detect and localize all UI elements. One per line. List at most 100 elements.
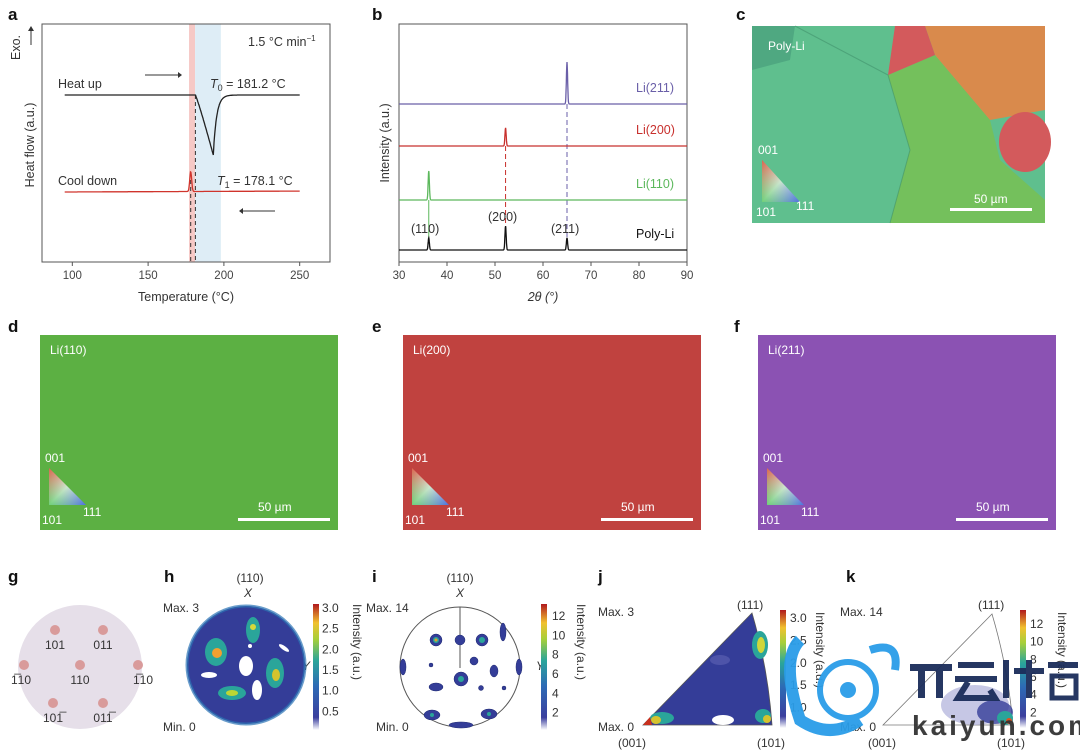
panel-h: h (110) X Y Max. 3 Min. 0 3.0 2.5 2.0 1.5 1.… xyxy=(163,567,364,734)
colorbar-tick-label: 10 xyxy=(552,628,566,642)
watermark-logo: kaiyun.com xyxy=(784,635,1080,741)
x-tick-label: 100 xyxy=(63,270,82,282)
max-label: Max. 3 xyxy=(163,601,199,615)
max-label: Max. 14 xyxy=(840,605,883,619)
svg-text:111: 111 xyxy=(796,199,815,213)
ebsd-map xyxy=(758,335,1056,530)
heating-rate-label: 1.5 °C min−1 xyxy=(248,34,316,49)
exo-label: Exo. xyxy=(9,35,23,60)
scale-bar xyxy=(950,208,1032,211)
axis-x-label: X xyxy=(243,586,253,600)
colorbar-tick-label: 8 xyxy=(1030,652,1037,666)
peak-label-211: (211) xyxy=(551,222,579,236)
panel-label: g xyxy=(8,567,18,586)
corner-101: (101) xyxy=(757,736,785,750)
colorbar-tick-label: 4 xyxy=(552,686,559,700)
corner-101: (101) xyxy=(997,736,1025,750)
pole-dot xyxy=(48,698,58,708)
colorbar-tick-label: 6 xyxy=(1030,670,1037,684)
panel-a: a 100 150 200 250 1.5 °C min−1 Heat up Cool… xyxy=(8,5,331,304)
panel-f: f Li(211) 001 101 111 50 µm xyxy=(734,317,1056,530)
colorbar-title: Intensity (a.u.) xyxy=(1055,612,1069,688)
colorbar-tick-label: 1.5 xyxy=(322,663,339,677)
x-tick-label: 150 xyxy=(139,270,158,282)
pole-dot xyxy=(75,660,85,670)
pole-label: 011 xyxy=(93,638,112,652)
corner-001: (001) xyxy=(868,736,896,750)
colorbar-tick-label: 1.0 xyxy=(322,684,339,698)
corner-111: (111) xyxy=(978,598,1004,612)
scale-label: 50 µm xyxy=(976,500,1010,514)
corner-001: (001) xyxy=(618,736,646,750)
colorbar-tick-label: 12 xyxy=(1030,617,1044,631)
ebsd-map xyxy=(403,335,701,530)
map-title: Li(200) xyxy=(413,343,450,357)
x-tick-label: 200 xyxy=(214,270,233,282)
map-title: Li(211) xyxy=(768,343,804,357)
plot-frame xyxy=(41,23,331,263)
min-label: Min. 0 xyxy=(163,720,196,734)
panel-label: f xyxy=(734,317,740,336)
x-tick-label: 90 xyxy=(681,270,694,282)
panel-g: g 101 011 1̅10 110 1̅10 101̅ 011̅ xyxy=(8,567,153,729)
pole-dot xyxy=(50,625,60,635)
peak-label-200: (200) xyxy=(488,210,517,224)
colorbar-tick-label: 12 xyxy=(552,609,566,623)
series-li211 xyxy=(399,61,687,105)
min-label: Min. 0 xyxy=(376,720,409,734)
pole-dot xyxy=(98,698,108,708)
brand-en: kaiyun.com xyxy=(912,710,1080,741)
colorbar-tick-label: 2.5 xyxy=(322,622,339,636)
scale-label: 50 µm xyxy=(974,192,1008,206)
series-label: Poly-Li xyxy=(636,227,674,241)
legend-001: 001 xyxy=(45,451,65,465)
colorbar-tick-label: 10 xyxy=(1030,635,1044,649)
legend-001: 001 xyxy=(763,451,783,465)
panel-label: k xyxy=(846,567,856,586)
x-axis-title: Temperature (°C) xyxy=(138,290,234,304)
exo-arrow-icon xyxy=(28,26,34,45)
pole-dot xyxy=(98,625,108,635)
series-li110 xyxy=(399,170,687,201)
pole-label: (110) xyxy=(236,571,263,585)
panel-label: c xyxy=(736,5,745,24)
t0-label: T0 = 181.2 °C xyxy=(210,77,286,93)
panel-label: h xyxy=(164,567,174,586)
pole-label: 1̅10 xyxy=(133,673,153,687)
pole-label: 110 xyxy=(70,673,89,687)
colorbar-tick-label: 4 xyxy=(1030,688,1037,702)
panel-b: b Li(211) Li(200) Li(110) Poly-Li 30 40 50 60 7… xyxy=(372,5,693,304)
colorbar xyxy=(541,604,547,730)
x-axis-title: 2θ (°) xyxy=(527,290,559,304)
arrow-right-icon xyxy=(145,72,182,78)
legend-111: 111 xyxy=(446,505,465,519)
pole-label: 011̅ xyxy=(93,711,116,725)
legend-101: 101 xyxy=(405,513,425,527)
corner-111: (111) xyxy=(737,598,763,612)
colorbar-tick-label: 2 xyxy=(1030,705,1037,719)
map-title: Li(110) xyxy=(50,343,86,357)
series-label: Li(200) xyxy=(636,123,675,137)
legend-111: 111 xyxy=(801,505,820,519)
series-li200 xyxy=(399,127,687,147)
scale-label: 50 µm xyxy=(621,500,655,514)
x-tick-label: 80 xyxy=(633,270,646,282)
colorbar-tick-label: 0.5 xyxy=(322,704,339,718)
ebsd-map xyxy=(40,335,338,530)
ipf-legend-triangle-overlay xyxy=(412,468,449,505)
ipf-legend-triangle-overlay xyxy=(767,468,804,505)
colorbar-tick-label: 6 xyxy=(552,667,559,681)
t1-label: T1 = 178.1 °C xyxy=(217,174,293,190)
ebsd-map-poly-li xyxy=(752,25,1051,224)
panel-d: d Li(110) 001 101 111 50 µm xyxy=(8,317,338,530)
pole-label: 101̅ xyxy=(43,711,67,725)
min-label: Max. 0 xyxy=(598,720,634,734)
series-poly-li xyxy=(399,225,687,251)
pole-dot xyxy=(133,660,143,670)
colorbar-tick-label: 2 xyxy=(552,706,559,720)
axis-x-label: X xyxy=(455,586,465,600)
colorbar xyxy=(313,604,319,730)
panel-c: c Poly-Li 001 101 111 50 µm xyxy=(736,5,1051,224)
max-label: Max. 3 xyxy=(598,605,634,619)
